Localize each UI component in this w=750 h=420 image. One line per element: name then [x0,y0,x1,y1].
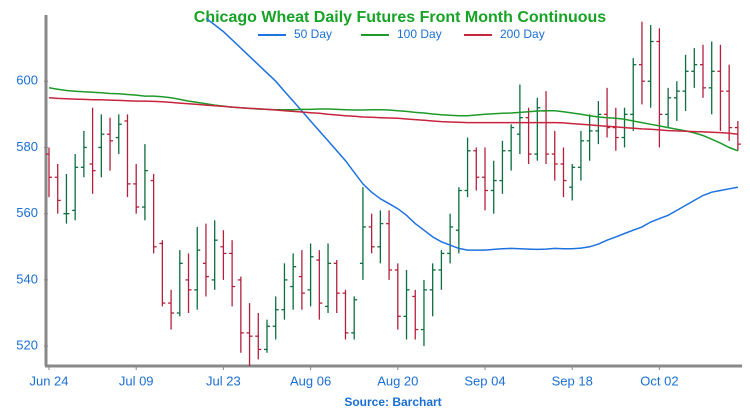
x-tick-label: Jun 24 [29,373,68,388]
legend-label: 50 Day [294,27,332,41]
chart-title: Chicago Wheat Daily Futures Front Month … [194,9,607,26]
moving-average-line [48,97,738,135]
moving-average-line [205,17,739,251]
x-tick-label: Jul 23 [206,373,241,388]
legend-label: 200 Day [500,27,545,41]
y-tick-label: 560 [16,205,38,220]
x-tick-label: Aug 06 [290,373,331,388]
x-tick-label: Sep 04 [464,373,505,388]
legend-label: 100 Day [397,27,442,41]
x-tick-label: Aug 20 [377,373,418,388]
y-tick-label: 520 [16,338,38,353]
x-tick-label: Oct 02 [640,373,678,388]
source: Source: Barchart [344,395,441,409]
y-tick-label: 540 [16,271,38,286]
x-tick-label: Sep 18 [552,373,593,388]
moving-average-line [48,87,739,152]
y-tick-label: 600 [16,73,38,88]
y-tick-label: 580 [16,139,38,154]
x-tick-label: Jul 09 [119,373,154,388]
